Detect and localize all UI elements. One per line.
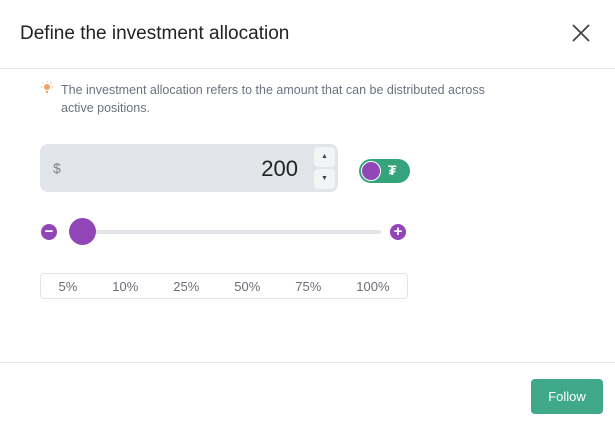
toggle-knob bbox=[361, 161, 381, 181]
decrement-button[interactable]: ▼ bbox=[314, 169, 335, 189]
increment-button[interactable]: ▲ bbox=[314, 147, 335, 167]
token-toggle[interactable]: ₮ bbox=[359, 159, 410, 183]
preset-75[interactable]: 75% bbox=[295, 278, 322, 294]
plus-icon[interactable]: + bbox=[390, 224, 406, 240]
dialog-title: Define the investment allocation bbox=[20, 23, 290, 44]
preset-25[interactable]: 25% bbox=[173, 278, 200, 294]
preset-10[interactable]: 10% bbox=[112, 278, 139, 294]
hint-text: The investment allocation refers to the … bbox=[61, 83, 485, 115]
divider bbox=[0, 362, 615, 363]
preset-100[interactable]: 100% bbox=[356, 278, 390, 294]
lightbulb-icon bbox=[41, 81, 53, 93]
slider-track[interactable] bbox=[70, 230, 381, 234]
close-icon[interactable] bbox=[570, 22, 592, 44]
amount-value[interactable]: 200 bbox=[261, 156, 298, 181]
divider bbox=[0, 68, 615, 69]
currency-symbol: $ bbox=[53, 160, 61, 176]
preset-5[interactable]: 5% bbox=[58, 278, 78, 294]
follow-button[interactable]: Follow bbox=[531, 379, 603, 414]
slider-thumb[interactable] bbox=[69, 218, 96, 245]
preset-percentages: 5% 10% 25% 50% 75% 100% bbox=[40, 273, 408, 299]
tether-icon: ₮ bbox=[388, 162, 397, 178]
minus-icon[interactable]: − bbox=[41, 224, 57, 240]
preset-50[interactable]: 50% bbox=[234, 278, 261, 294]
amount-input[interactable]: $ 200 ▲ ▼ bbox=[40, 144, 338, 192]
